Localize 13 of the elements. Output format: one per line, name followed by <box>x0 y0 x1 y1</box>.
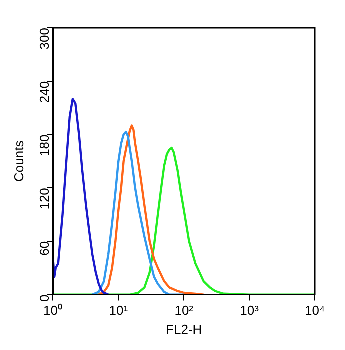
y-tick-label: 300 <box>36 28 52 50</box>
y-tick-label: 60 <box>36 241 52 256</box>
x-tick-label: 10⁴ <box>304 303 326 318</box>
y-axis-title: Counts <box>11 140 26 182</box>
x-tick-label: 10¹ <box>109 303 129 318</box>
y-tick-label: 0 <box>36 294 52 302</box>
y-tick-label: 240 <box>36 81 52 104</box>
x-axis-title: FL2-H <box>166 322 202 337</box>
y-tick-label: 120 <box>36 188 52 210</box>
y-tick-label: 180 <box>36 134 52 156</box>
x-tick-label: 10² <box>174 303 194 318</box>
x-tick-label: 10³ <box>240 303 260 318</box>
x-tick-label: 10⁰ <box>43 303 63 318</box>
